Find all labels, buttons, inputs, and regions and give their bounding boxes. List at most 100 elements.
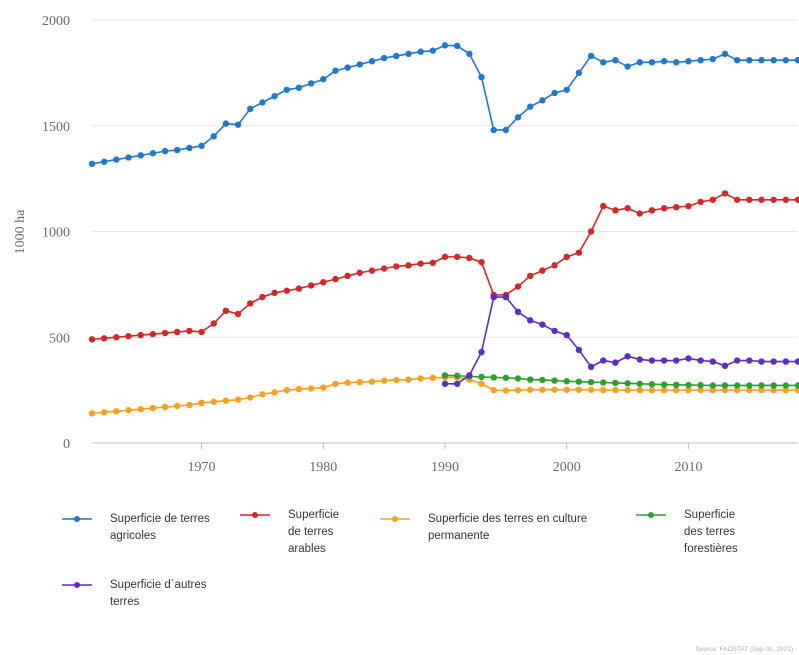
data-point: [673, 59, 680, 66]
data-point: [380, 265, 388, 272]
source-note: Source: FAOSTAT (Sep 02, 2021): [695, 646, 793, 653]
legend-marker: [62, 516, 92, 522]
data-point: [502, 293, 510, 301]
data-point: [356, 269, 363, 276]
data-point: [186, 144, 193, 152]
data-point: [709, 196, 716, 203]
data-point: [733, 382, 741, 389]
data-point: [539, 376, 546, 384]
data-point: [697, 382, 704, 389]
data-point: [721, 50, 729, 58]
data-point: [478, 373, 485, 381]
legend-label: Superficie de terres arables: [288, 509, 340, 555]
data-point: [137, 331, 144, 339]
x-tick-label: 1970: [188, 460, 216, 475]
data-point: [161, 329, 169, 337]
data-point: [234, 396, 242, 403]
data-point: [673, 357, 680, 364]
data-point: [636, 380, 643, 387]
data-point: [490, 374, 497, 381]
data-point: [332, 275, 339, 283]
data-point: [332, 380, 339, 387]
data-point: [685, 381, 692, 389]
data-point: [636, 210, 643, 217]
data-point: [624, 386, 631, 394]
data-point: [125, 407, 132, 414]
data-point: [612, 379, 619, 387]
data-point: [88, 410, 96, 417]
data-point: [685, 58, 692, 65]
data-point: [746, 196, 753, 203]
data-point: [356, 61, 363, 68]
data-point: [770, 382, 777, 389]
data-point: [539, 267, 546, 274]
data-point: [283, 287, 290, 294]
data-point: [478, 348, 485, 356]
data-point: [612, 359, 619, 366]
data-point: [149, 150, 157, 157]
data-point: [466, 372, 473, 379]
series-3: [88, 374, 799, 417]
legend-marker: [380, 516, 410, 522]
data-point: [453, 380, 461, 387]
legend-label: Superficie des terres forestières: [684, 509, 738, 555]
data-point: [295, 285, 303, 292]
data-point: [733, 357, 741, 364]
data-point: [782, 358, 790, 365]
data-point: [222, 397, 230, 404]
series-5: [441, 293, 799, 387]
legend-marker: [62, 582, 92, 588]
data-point: [648, 357, 656, 364]
data-point: [624, 380, 631, 387]
data-point: [527, 317, 534, 324]
data-point: [210, 320, 217, 327]
data-point: [587, 363, 595, 371]
data-point: [794, 196, 799, 203]
data-point: [612, 56, 619, 64]
data-point: [307, 385, 315, 392]
data-point: [721, 382, 729, 389]
data-point: [709, 382, 716, 389]
data-point: [600, 59, 607, 66]
data-point: [575, 346, 583, 354]
data-point: [527, 272, 534, 280]
data-point: [502, 126, 510, 134]
data-point: [149, 330, 157, 338]
data-point: [697, 198, 704, 206]
data-point: [636, 386, 643, 394]
data-point: [624, 353, 631, 360]
data-point: [794, 382, 799, 389]
data-point: [527, 103, 534, 110]
data-point: [344, 64, 351, 71]
x-tick-label: 2010: [674, 460, 702, 475]
data-point: [441, 42, 449, 49]
data-point: [125, 154, 132, 161]
data-point: [490, 126, 497, 134]
data-point: [648, 386, 656, 394]
data-point: [600, 202, 607, 210]
data-point: [770, 196, 777, 203]
data-point: [283, 86, 290, 93]
data-point: [344, 272, 351, 280]
data-point: [770, 56, 777, 64]
data-point: [210, 133, 217, 140]
data-point: [685, 386, 692, 394]
data-point: [709, 386, 716, 394]
data-point: [405, 50, 412, 58]
data-point: [746, 382, 753, 389]
data-point: [600, 379, 607, 386]
data-point: [186, 327, 193, 335]
data-point: [733, 56, 741, 64]
data-point: [174, 328, 181, 336]
data-point: [88, 336, 96, 343]
data-point: [758, 56, 765, 64]
data-point: [697, 56, 704, 64]
data-point: [600, 386, 607, 394]
data-point: [758, 386, 765, 394]
data-point: [149, 404, 157, 412]
data-point: [514, 283, 522, 290]
data-point: [490, 293, 497, 301]
data-point: [660, 205, 668, 212]
series-line: [445, 296, 798, 385]
data-point: [746, 386, 753, 394]
